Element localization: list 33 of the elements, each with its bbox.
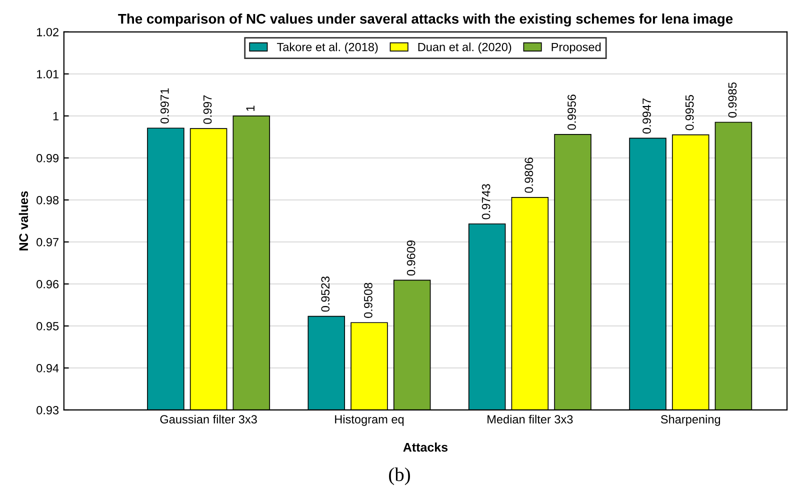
data-label: 0.9985 <box>728 82 737 118</box>
data-label: 0.9947 <box>642 98 651 134</box>
x-tick-label: Gaussian filter 3x3 <box>160 414 257 424</box>
x-tick-label: Sharpening <box>660 414 720 426</box>
data-label: 0.997 <box>203 95 212 124</box>
y-tick-label: 1.02 <box>36 28 58 36</box>
data-label: 0.9508 <box>364 282 372 318</box>
legend-label: Takore et al. (2018) <box>276 42 378 54</box>
y-tick-label: 1 <box>53 112 58 120</box>
y-tick-label: 0.93 <box>36 406 59 414</box>
data-label: 0.9955 <box>685 95 694 130</box>
legend-label: Duan et al. (2020) <box>418 42 512 54</box>
y-tick-label: 0.95 <box>36 322 59 330</box>
y-tick-label: 0.97 <box>36 238 58 246</box>
y-tick-label: 0.98 <box>36 196 59 204</box>
text: (b) <box>389 467 410 486</box>
y-tick-label: 0.96 <box>36 280 59 288</box>
y-tick-label: 0.99 <box>36 154 58 162</box>
data-label: 0.9806 <box>524 158 534 193</box>
y-axis-title: NC values <box>18 191 28 250</box>
y-tick-label: 0.94 <box>36 364 59 372</box>
data-label: 0.9971 <box>160 88 169 124</box>
x-tick-label: Histogram eq <box>335 414 404 426</box>
data-label: 0.9743 <box>482 184 490 220</box>
x-tick-label: Median filter 3x3 <box>488 414 573 424</box>
legend-label: Proposed <box>552 42 601 54</box>
data-label: 1 <box>246 106 254 111</box>
y-tick-label: 1.01 <box>36 70 58 78</box>
data-label: 0.9956 <box>568 94 576 130</box>
x-axis-title: Attacks <box>403 442 448 452</box>
data-label: 0.9609 <box>406 240 416 276</box>
chart-title: The comparison of NC values under saveral attacks with the existing schemes for lena image <box>118 14 733 27</box>
data-label: 0.9523 <box>321 276 330 312</box>
